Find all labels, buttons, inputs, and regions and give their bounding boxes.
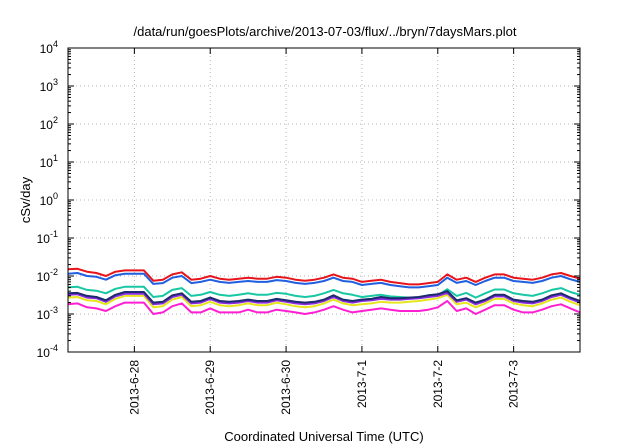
axis-ticks [68,47,580,353]
x-tick-label: 2013-6-28 [127,360,141,415]
series-line-5 [67,291,581,306]
y-tick-label: 100 [40,191,58,208]
y-tick-label: 104 [40,39,58,56]
chart-title: /data/run/goesPlots/archive/2013-07-03/f… [134,24,517,39]
y-tick-label: 10-3 [37,305,58,322]
series-line-7 [67,300,581,315]
y-tick-label: 10-1 [37,229,58,246]
y-tick-label: 10-2 [37,267,58,284]
y-tick-label: 103 [40,77,58,94]
x-tick-label: 2013-6-30 [279,360,293,415]
y-axis-label: cSv/day [18,176,33,223]
x-tick-label: 2013-7-2 [431,360,445,408]
x-axis-label: Coordinated Universal Time (UTC) [224,429,423,444]
y-tick-label: 10-4 [37,343,58,360]
series-line-1 [67,267,581,286]
y-tick-labels: 10-4 10-3 10-2 10-1 100 101 102 103 104 [37,39,58,360]
series-line-3 [67,285,581,299]
y-tick-label: 101 [40,153,58,170]
y-tick-label: 102 [40,115,58,132]
x-tick-label: 2013-7-1 [355,360,369,408]
series-line-6 [67,290,581,304]
x-tick-label: 2013-6-29 [203,360,217,415]
x-tick-labels: 2013-6-28 2013-6-29 2013-6-30 2013-7-1 2013-… [127,360,520,415]
x-tick-label: 2013-7-3 [507,360,521,408]
grid-lines [68,48,580,352]
series-line-4 [67,293,581,309]
series-line-2 [67,272,581,289]
series-lines [67,267,581,315]
